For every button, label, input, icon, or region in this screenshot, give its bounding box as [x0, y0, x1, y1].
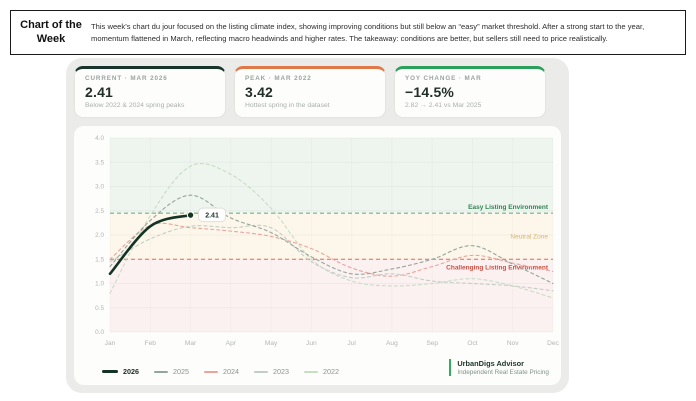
- card-label: CURRENT · MAR 2026: [85, 75, 168, 82]
- svg-text:2.5: 2.5: [95, 208, 104, 215]
- svg-text:3.0: 3.0: [95, 184, 104, 191]
- svg-text:Apr: Apr: [226, 340, 237, 347]
- svg-text:2.41: 2.41: [205, 213, 219, 220]
- legend-swatch-2025: [154, 370, 168, 373]
- card-label: YOY CHANGE · MAR: [405, 75, 482, 82]
- legend-label: 2022: [323, 367, 339, 376]
- legend-swatch-2026: [102, 370, 118, 373]
- svg-text:Mar: Mar: [185, 340, 197, 347]
- svg-text:Jul: Jul: [347, 340, 356, 347]
- card-value: 3.42: [245, 84, 274, 100]
- branding-block: UrbanDigs Advisor Independent Real Estat…: [449, 359, 549, 376]
- svg-text:Challenging Listing Environmen: Challenging Listing Environment: [446, 264, 549, 271]
- card-subtext: Hottest spring in the dataset: [245, 102, 330, 109]
- svg-text:Sep: Sep: [426, 340, 438, 347]
- svg-text:Jun: Jun: [306, 340, 317, 347]
- stat-card-1: CURRENT · MAR 2026 2.41 Below 2022 & 2024 …: [74, 66, 226, 118]
- chart-panel: CURRENT · MAR 2026 2.41 Below 2022 & 2024 …: [66, 58, 569, 393]
- svg-text:Neutral Zone: Neutral Zone: [510, 233, 548, 240]
- svg-text:Aug: Aug: [386, 340, 398, 347]
- legend-item-2026[interactable]: 2026: [102, 367, 139, 376]
- legend-swatch-2023: [254, 370, 268, 373]
- svg-text:0.5: 0.5: [95, 305, 104, 312]
- svg-text:1.5: 1.5: [95, 256, 104, 263]
- card-value: 2.41: [85, 84, 114, 100]
- stat-cards-row: CURRENT · MAR 2026 2.41 Below 2022 & 2024 …: [74, 66, 561, 118]
- svg-text:Easy Listing Environment: Easy Listing Environment: [468, 204, 549, 211]
- chart-card: 4.0 3.5 3.0 2.5 2.0 1.5 1.0 0.5 0.0 Jan Feb Mar Apr M…: [74, 126, 561, 385]
- page-title: Chart of the Week: [20, 18, 82, 45]
- stat-card-2: PEAK · MAR 2022 3.42 Hottest spring in the…: [234, 66, 386, 118]
- legend-item-2025[interactable]: 2025: [154, 367, 189, 376]
- svg-text:1.0: 1.0: [95, 281, 104, 288]
- svg-text:4.0: 4.0: [95, 135, 104, 142]
- legend-item-2024[interactable]: 2024: [204, 367, 239, 376]
- card-subtext: Below 2022 & 2024 spring peaks: [85, 102, 185, 109]
- legend-label: 2023: [273, 367, 289, 376]
- svg-text:Dec: Dec: [547, 340, 559, 347]
- legend-label: 2026: [123, 367, 139, 376]
- svg-text:Nov: Nov: [507, 340, 519, 347]
- legend-swatch-2024: [204, 370, 218, 373]
- chart-of-week-header: Chart of the Week This week’s chart du j…: [10, 10, 686, 55]
- svg-text:3.5: 3.5: [95, 159, 104, 166]
- svg-text:Jan: Jan: [105, 340, 116, 347]
- endpoint-label-chip: [198, 207, 227, 223]
- card-value: −14.5%: [405, 84, 455, 100]
- branding-name: UrbanDigs Advisor: [457, 359, 524, 368]
- chart-legend: 2026 2025 2024 2023 2022: [102, 367, 339, 376]
- svg-text:0.0: 0.0: [95, 329, 104, 336]
- legend-label: 2024: [223, 367, 239, 376]
- branding-tagline: Independent Real Estate Pricing: [457, 369, 549, 376]
- svg-text:Feb: Feb: [145, 340, 157, 347]
- stat-card-3: YOY CHANGE · MAR −14.5% 2.82 → 2.41 vs Mar…: [394, 66, 546, 118]
- svg-text:May: May: [265, 340, 278, 347]
- series-line-2026: [108, 213, 192, 276]
- legend-swatch-2022: [304, 370, 318, 373]
- card-subtext: 2.82 → 2.41 vs Mar 2025: [405, 102, 482, 109]
- chart-description: This week’s chart du jour focused on the…: [91, 21, 645, 43]
- card-label: PEAK · MAR 2022: [245, 75, 312, 82]
- series-line-2024: [109, 222, 554, 277]
- legend-item-2023[interactable]: 2023: [254, 367, 289, 376]
- svg-text:2.0: 2.0: [95, 232, 104, 239]
- legend-item-2022[interactable]: 2022: [304, 367, 339, 376]
- legend-label: 2025: [173, 367, 189, 376]
- svg-text:Oct: Oct: [467, 340, 477, 347]
